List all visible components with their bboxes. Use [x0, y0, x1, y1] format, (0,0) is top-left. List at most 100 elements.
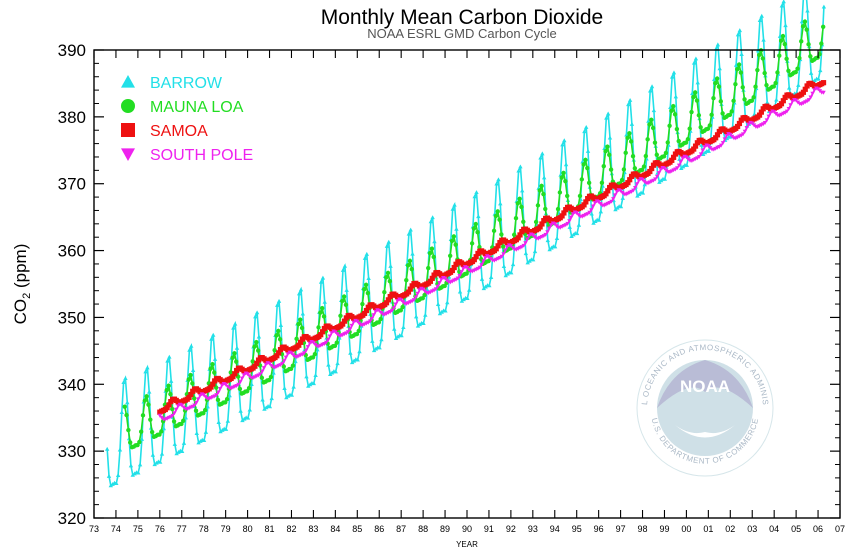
- data-point: [561, 210, 567, 216]
- data-point: [603, 149, 608, 154]
- data-point: [626, 102, 631, 107]
- data-point: [788, 103, 793, 108]
- x-tick-label: 80: [243, 524, 253, 534]
- data-point: [223, 426, 229, 431]
- data-point: [627, 177, 633, 183]
- data-point: [669, 108, 674, 113]
- data-point: [453, 242, 458, 247]
- data-point: [245, 372, 250, 377]
- data-point: [432, 239, 437, 244]
- data-point: [335, 361, 340, 366]
- data-point: [149, 429, 155, 435]
- data-point: [499, 254, 504, 259]
- data-point: [327, 334, 333, 339]
- data-point: [194, 431, 199, 436]
- data-point: [298, 317, 303, 322]
- data-point: [532, 249, 538, 254]
- data-point: [326, 362, 331, 367]
- data-point: [601, 163, 606, 169]
- data-point: [808, 70, 814, 75]
- data-point: [496, 177, 501, 182]
- data-point: [208, 384, 214, 390]
- data-point: [164, 405, 170, 411]
- data-point: [690, 91, 695, 96]
- data-point: [210, 362, 215, 367]
- data-point: [738, 70, 744, 75]
- data-point: [321, 314, 327, 319]
- data-point: [501, 264, 507, 269]
- data-point: [786, 68, 791, 74]
- data-point: [488, 275, 494, 279]
- data-point: [212, 356, 218, 361]
- data-point: [718, 99, 723, 104]
- data-point: [355, 357, 360, 362]
- data-point: [574, 231, 580, 236]
- data-point: [486, 258, 491, 264]
- data-point: [347, 327, 353, 332]
- data-point: [676, 163, 682, 168]
- data-point: [564, 193, 570, 199]
- data-point: [110, 481, 115, 486]
- data-point: [338, 313, 343, 318]
- data-point: [739, 52, 744, 57]
- data-point: [254, 310, 260, 315]
- data-point: [278, 323, 284, 328]
- data-point: [193, 408, 199, 413]
- data-point: [543, 232, 548, 237]
- legend-marker: [121, 148, 135, 161]
- data-point: [274, 333, 279, 338]
- data-point: [749, 98, 755, 103]
- data-point: [427, 278, 434, 284]
- data-point: [296, 342, 302, 348]
- data-point: [211, 332, 216, 337]
- data-point: [256, 334, 262, 339]
- data-point: [735, 66, 740, 72]
- data-point: [667, 123, 672, 128]
- data-point: [168, 378, 174, 383]
- data-point: [676, 138, 681, 144]
- data-point: [487, 283, 492, 288]
- data-point: [252, 344, 257, 349]
- data-point: [247, 407, 252, 412]
- legend-label: SOUTH POLE: [150, 147, 253, 164]
- y-tick-label: 320: [58, 509, 86, 528]
- data-point: [758, 109, 764, 115]
- data-point: [718, 143, 724, 148]
- data-point: [148, 417, 153, 422]
- data-point: [800, 24, 806, 29]
- data-point: [632, 166, 638, 171]
- data-point: [476, 214, 481, 219]
- data-point: [450, 206, 455, 211]
- data-point: [560, 142, 565, 147]
- data-point: [715, 42, 721, 47]
- data-point: [147, 389, 152, 394]
- data-point: [713, 80, 718, 86]
- data-point: [697, 154, 702, 159]
- data-point: [716, 84, 722, 89]
- x-tick-label: 98: [638, 524, 648, 534]
- data-point: [652, 140, 658, 145]
- data-point: [711, 95, 716, 101]
- data-point: [126, 427, 131, 433]
- x-tick-label: 78: [199, 524, 209, 534]
- axes: 320 330 340 350 360 370 380 390 73 74 75 76 77 78 79 80…: [58, 41, 845, 534]
- data-point: [455, 276, 461, 281]
- y-tick-label: 350: [58, 308, 86, 327]
- data-point: [161, 426, 167, 431]
- data-point: [499, 232, 504, 237]
- data-point: [510, 262, 516, 267]
- data-point: [272, 347, 277, 353]
- data-point: [471, 226, 477, 231]
- data-point: [142, 398, 148, 403]
- data-point: [267, 361, 272, 366]
- y-axis-label-main: CO: [11, 299, 30, 325]
- data-point: [777, 53, 782, 58]
- data-point: [300, 311, 306, 316]
- data-point: [333, 369, 338, 374]
- data-point: [627, 97, 633, 102]
- x-tick-label: 88: [418, 524, 428, 534]
- data-point: [231, 325, 236, 330]
- data-point: [451, 234, 457, 239]
- data-point: [427, 250, 433, 256]
- logo-ring-text-top: NATIONAL OCEANIC AND ATMOSPHERIC ADMINIS…: [0, 0, 769, 406]
